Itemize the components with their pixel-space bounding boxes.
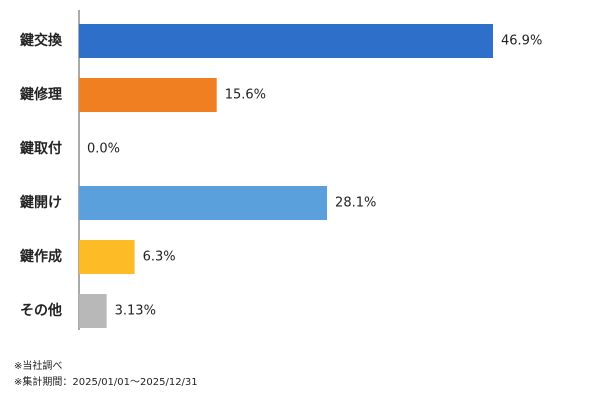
note: ※当社調べ bbox=[14, 359, 62, 372]
category-label: 鍵修理 bbox=[20, 86, 62, 103]
category-label: 鍵交換 bbox=[20, 32, 63, 49]
value-label: 3.13% bbox=[115, 304, 156, 319]
category-label: 鍵開け bbox=[20, 194, 62, 211]
bar bbox=[79, 294, 107, 328]
value-label: 15.6% bbox=[225, 88, 266, 103]
note: ※集計期間：2025/01/01～2025/12/31 bbox=[14, 375, 198, 388]
bar bbox=[79, 186, 328, 220]
value-label: 46.9% bbox=[501, 34, 542, 49]
value-label: 6.3% bbox=[143, 250, 176, 265]
category-label: 鍵取付 bbox=[20, 140, 62, 157]
bar bbox=[79, 78, 217, 112]
bar bbox=[79, 24, 493, 58]
category-label: その他 bbox=[20, 302, 62, 319]
category-label: 鍵作成 bbox=[20, 248, 62, 265]
bar bbox=[79, 240, 135, 274]
value-label: 0.0% bbox=[87, 142, 120, 157]
value-label: 28.1% bbox=[335, 196, 376, 211]
